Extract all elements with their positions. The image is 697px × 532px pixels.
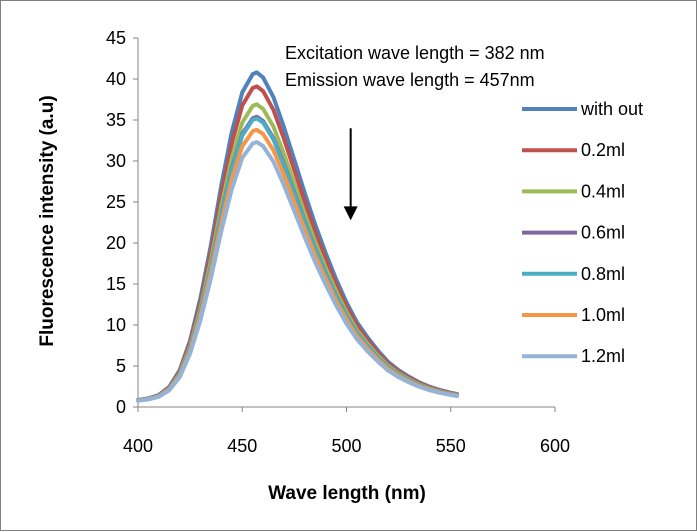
y-tick-label: 15 — [106, 274, 126, 294]
series-lines — [136, 70, 459, 403]
y-tick-label: 0 — [116, 397, 126, 417]
x-tick-label: 450 — [227, 436, 257, 456]
legend-label: 1.2ml — [581, 346, 625, 366]
annotation-emission: Emission wave length = 457nm — [285, 70, 535, 90]
y-axis-title: Fluorescence intensity (a.u) — [37, 95, 58, 346]
x-tick-label: 550 — [436, 436, 466, 456]
y-tick-label: 45 — [106, 28, 126, 48]
axes — [137, 38, 555, 408]
legend-label: 0.8ml — [581, 264, 625, 284]
decrease-arrow — [343, 128, 358, 221]
y-tick-label: 20 — [106, 233, 126, 253]
tick-marks — [133, 37, 556, 412]
tick-labels: 0 5 10 15 20 25 30 35 40 45 400 450 500 550 600 — [106, 28, 570, 456]
y-tick-label: 35 — [106, 110, 126, 130]
arrow-head — [343, 206, 358, 221]
x-tick-label: 400 — [123, 436, 153, 456]
y-tick-label: 30 — [106, 151, 126, 171]
legend: with out 0.2ml 0.4ml 0.6ml 0.8ml 1.0ml 1.2ml — [522, 99, 643, 366]
y-tick-label: 25 — [106, 192, 126, 212]
legend-label: 1.0ml — [581, 305, 625, 325]
x-tick-label: 600 — [540, 436, 570, 456]
x-tick-label: 500 — [331, 436, 361, 456]
annotation-excitation: Excitation wave length = 382 nm — [285, 43, 545, 63]
legend-label: with out — [580, 99, 643, 119]
legend-label: 0.6ml — [581, 223, 625, 243]
legend-label: 0.4ml — [581, 181, 625, 201]
y-tick-label: 5 — [116, 356, 126, 376]
y-tick-label: 10 — [106, 315, 126, 335]
y-tick-label: 40 — [106, 69, 126, 89]
x-axis-title: Wave length (nm) — [268, 483, 426, 504]
series-line-6 — [136, 140, 459, 403]
legend-label: 0.2ml — [581, 140, 625, 160]
